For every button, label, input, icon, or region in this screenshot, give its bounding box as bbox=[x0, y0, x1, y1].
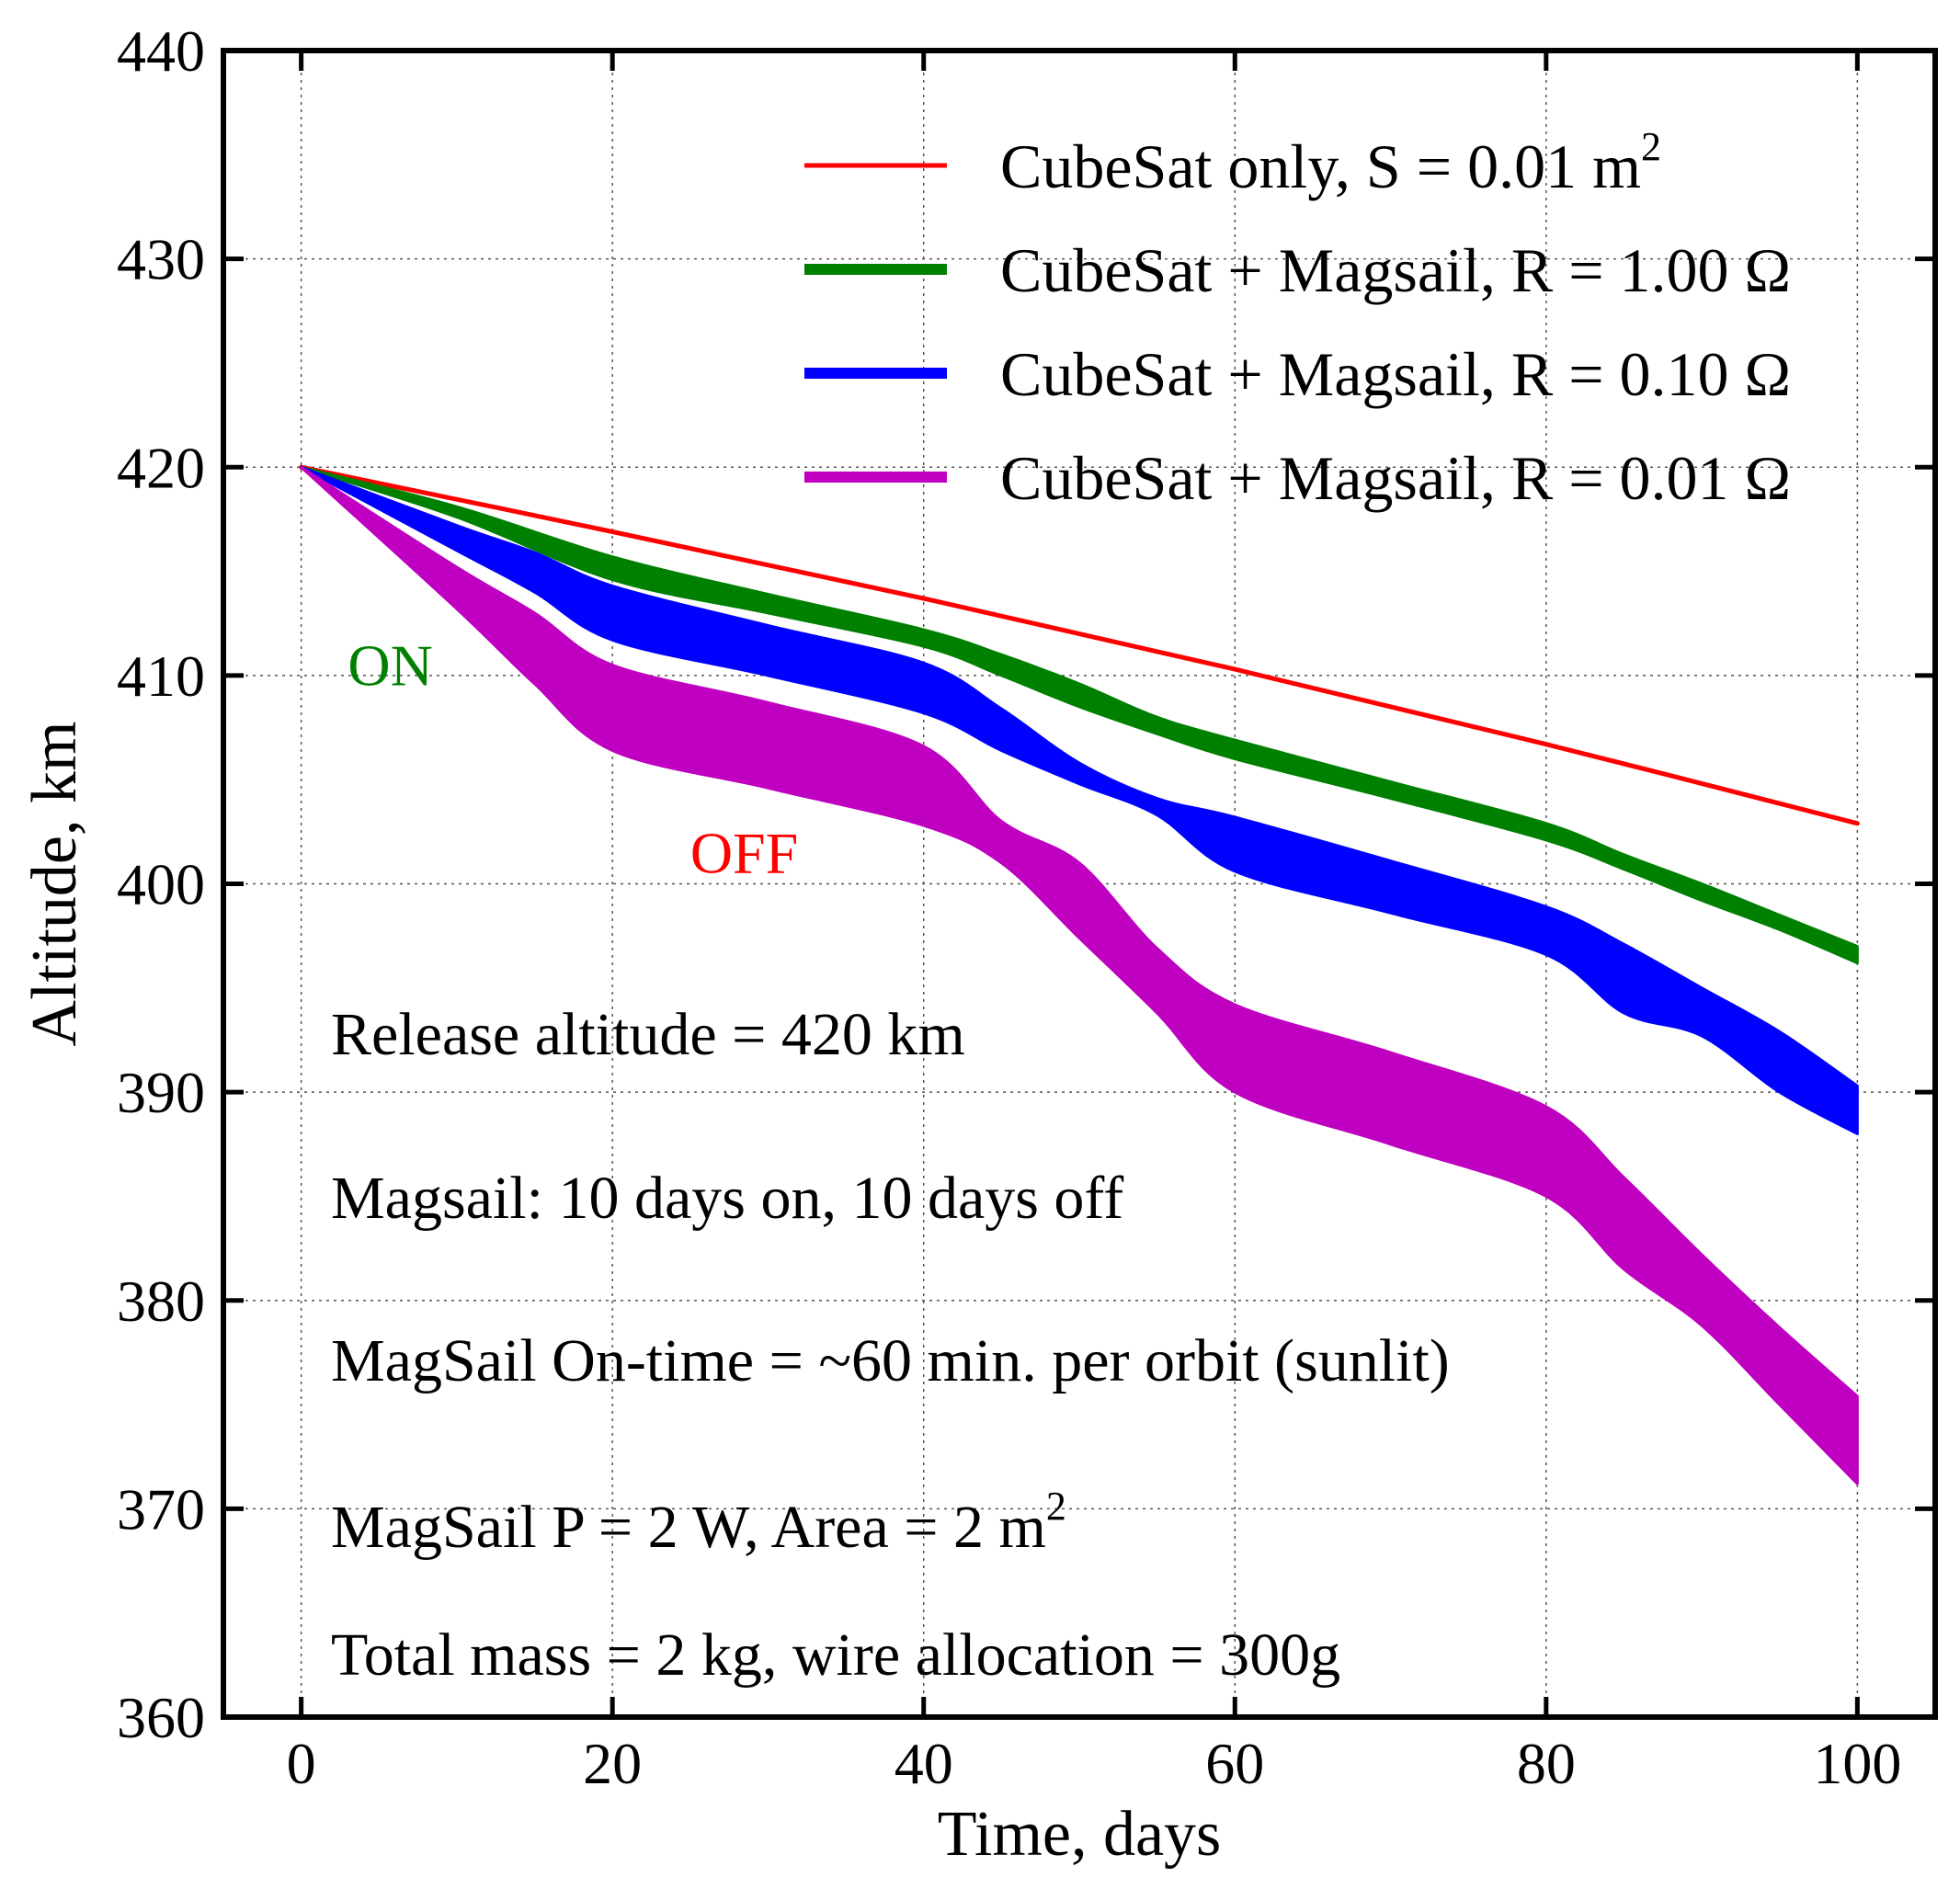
note-4: Total mass = 2 kg, wire allocation = 300… bbox=[331, 1621, 1340, 1689]
y-tick-label: 400 bbox=[117, 852, 205, 917]
y-tick-label: 410 bbox=[117, 643, 205, 709]
y-tick-label: 440 bbox=[117, 18, 205, 84]
note-2: MagSail On-time = ~60 min. per orbit (su… bbox=[331, 1327, 1450, 1394]
legend: CubeSat only, S = 0.01 m2 CubeSat + Magsa… bbox=[804, 124, 1791, 513]
y-tick-label: 360 bbox=[117, 1685, 205, 1750]
x-tick-label: 60 bbox=[1205, 1731, 1264, 1796]
series-band-3 bbox=[300, 465, 1859, 1485]
note-3: MagSail P = 2 W, Area = 2 m2 bbox=[331, 1484, 1066, 1561]
x-tick-label: 80 bbox=[1517, 1731, 1576, 1796]
annotations: ON OFF bbox=[348, 633, 798, 886]
annotation-on: ON bbox=[348, 633, 432, 699]
x-tick-label: 40 bbox=[895, 1731, 953, 1796]
tick-labels: 0 20 40 60 80 100 360 370 380 390 400 410 420 430 440 bbox=[117, 18, 1901, 1796]
notes: Release altitude = 420 km Magsail: 10 day… bbox=[331, 1001, 1450, 1689]
y-tick-label: 420 bbox=[117, 435, 205, 500]
x-tick-label: 100 bbox=[1813, 1731, 1901, 1796]
y-tick-label: 390 bbox=[117, 1060, 205, 1125]
legend-label-0: CubeSat only, S = 0.01 m2 bbox=[1000, 124, 1661, 201]
y-tick-label: 430 bbox=[117, 227, 205, 292]
series-band-1 bbox=[300, 465, 1859, 965]
note-0: Release altitude = 420 km bbox=[331, 1001, 965, 1068]
legend-label-1: CubeSat + Magsail, R = 1.00 Ω bbox=[1000, 235, 1791, 305]
legend-label-2: CubeSat + Magsail, R = 0.10 Ω bbox=[1000, 339, 1791, 409]
note-1: Magsail: 10 days on, 10 days off bbox=[331, 1165, 1123, 1232]
series-line-0 bbox=[299, 464, 1860, 826]
legend-label-3: CubeSat + Magsail, R = 0.01 Ω bbox=[1000, 443, 1791, 513]
y-tick-label: 380 bbox=[117, 1269, 205, 1334]
axis-ticks bbox=[223, 48, 1935, 1720]
plot-frame bbox=[221, 48, 1938, 1720]
series-band-2 bbox=[300, 465, 1859, 1135]
y-axis-label: Altitude, km bbox=[19, 722, 90, 1047]
x-tick-label: 0 bbox=[287, 1731, 316, 1796]
series-layer bbox=[299, 464, 1860, 1485]
annotation-off: OFF bbox=[690, 821, 798, 886]
y-tick-label: 370 bbox=[117, 1476, 205, 1542]
x-tick-label: 20 bbox=[583, 1731, 642, 1796]
x-axis-label: Time, days bbox=[938, 1799, 1222, 1870]
